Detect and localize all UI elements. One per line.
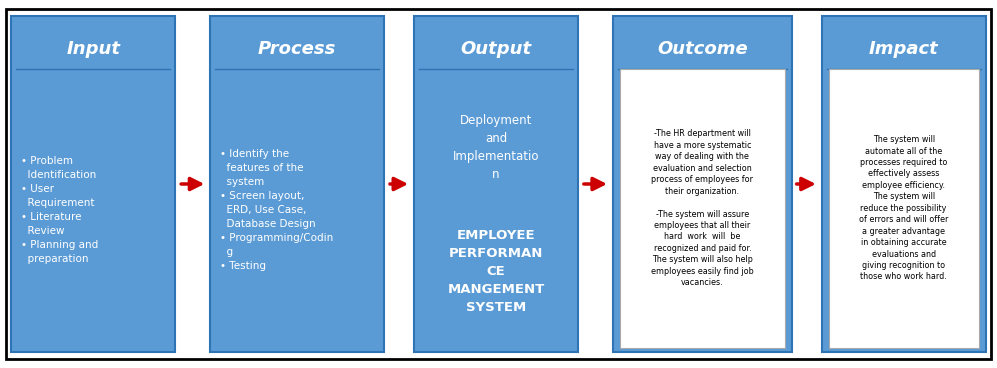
Text: EMPLOYEE
PERFORMAN
CE
MANGEMENT
SYSTEM: EMPLOYEE PERFORMAN CE MANGEMENT SYSTEM [448,229,544,314]
Bar [822,16,986,352]
Bar [11,16,175,352]
Text: Input: Input [67,40,121,58]
Bar [210,16,384,352]
Text: • Problem
  Identification
• User
  Requirement
• Literature
  Review
• Planning: • Problem Identification • User Requirem… [21,156,99,265]
Text: Output: Output [461,40,531,58]
Bar [414,16,578,352]
Text: Outcome: Outcome [657,40,748,58]
Text: -The HR department will
have a more systematic
way of dealing with the
evaluatio: -The HR department will have a more syst… [651,130,754,287]
Bar [620,69,785,348]
Text: • Identify the
  features of the
  system
• Screen layout,
  ERD, Use Case,
  Da: • Identify the features of the system • … [220,149,333,272]
Text: Process: Process [258,40,336,58]
Text: The system will
automate all of the
processes required to
effectively assess
emp: The system will automate all of the proc… [859,135,948,282]
Bar [613,16,792,352]
Bar [829,69,979,348]
Text: Impact: Impact [868,40,938,58]
Text: Deployment
and
Implementatio
n: Deployment and Implementatio n [453,114,539,181]
